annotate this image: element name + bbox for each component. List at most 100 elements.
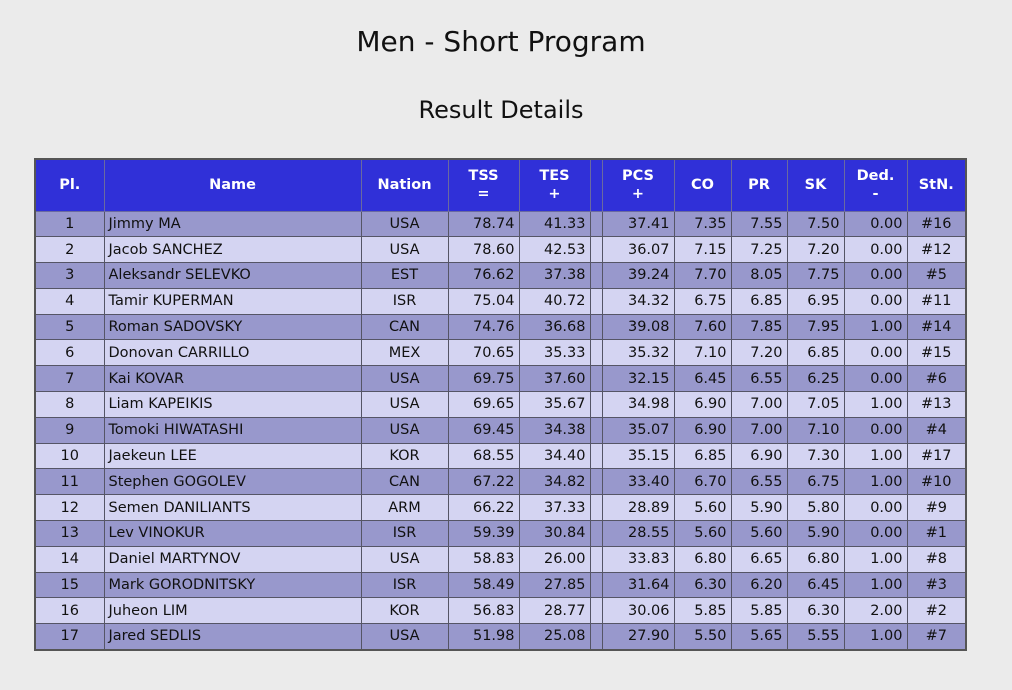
header-pl: Pl. [34, 158, 105, 212]
header-ded: Ded. - [843, 158, 908, 212]
cell-stn: #1 [906, 520, 967, 547]
cell-tes: 40.72 [518, 287, 591, 315]
cell-tes: 42.53 [518, 236, 591, 264]
table-row: 16 Juheon LIM KOR 56.83 28.77 30.06 5.85 5.85 6.… [34, 597, 967, 625]
cell-tss: 78.74 [447, 210, 520, 238]
table-row: 10 Jaekeun LEE KOR 68.55 34.40 35.15 6.85 6.90 7… [34, 442, 967, 470]
cell-co: 7.35 [673, 210, 732, 238]
cell-tss: 76.62 [447, 262, 520, 289]
cell-tes: 41.33 [518, 210, 591, 238]
cell-sk: 7.75 [786, 262, 845, 289]
cell-spacer [589, 313, 603, 341]
cell-tes: 27.85 [518, 571, 591, 599]
table-row: 17 Jared SEDLIS USA 51.98 25.08 27.90 5.50 5.65… [34, 623, 967, 651]
header-nation: Nation [360, 158, 449, 212]
cell-tss: 59.39 [447, 520, 520, 547]
cell-co: 6.90 [673, 416, 732, 444]
page-title: Men - Short Program [356, 25, 646, 58]
cell-pcs: 32.15 [601, 365, 675, 393]
cell-co: 7.10 [673, 339, 732, 367]
header-tss: TSS = [447, 158, 520, 212]
cell-tss: 58.49 [447, 571, 520, 599]
cell-pcs: 33.40 [601, 468, 675, 496]
cell-tes: 26.00 [518, 545, 591, 573]
cell-name: Juheon LIM [103, 597, 362, 625]
cell-spacer [589, 442, 603, 470]
cell-co: 7.70 [673, 262, 732, 289]
cell-pl: 11 [34, 468, 105, 496]
header-sk: SK [786, 158, 845, 212]
cell-pr: 5.85 [730, 597, 788, 625]
table-row: 5 Roman SADOVSKY CAN 74.76 36.68 39.08 7.60 7.8… [34, 313, 967, 341]
cell-sk: 7.30 [786, 442, 845, 470]
cell-spacer [589, 494, 603, 522]
cell-name: Lev VINOKUR [103, 520, 362, 547]
cell-stn: #16 [906, 210, 967, 238]
cell-nation: KOR [360, 597, 449, 625]
cell-tes: 34.82 [518, 468, 591, 496]
cell-pr: 6.55 [730, 365, 788, 393]
cell-ded: 2.00 [843, 597, 908, 625]
table-row: 1 Jimmy MA USA 78.74 41.33 37.41 7.35 7.55 7.50 0… [34, 210, 967, 238]
cell-ded: 0.00 [843, 210, 908, 238]
cell-pl: 16 [34, 597, 105, 625]
table-row: 7 Kai KOVAR USA 69.75 37.60 32.15 6.45 6.55 6.25… [34, 365, 967, 393]
header-tss-symbol: = [477, 186, 490, 203]
table-row: 13 Lev VINOKUR ISR 59.39 30.84 28.55 5.60 5.60 5… [34, 520, 967, 547]
cell-sk: 7.95 [786, 313, 845, 341]
cell-spacer [589, 571, 603, 599]
cell-name: Mark GORODNITSKY [103, 571, 362, 599]
cell-nation: USA [360, 236, 449, 264]
cell-nation: EST [360, 262, 449, 289]
table-row: 9 Tomoki HIWATASHI USA 69.45 34.38 35.07 6.90 7… [34, 416, 967, 444]
cell-stn: #7 [906, 623, 967, 651]
header-pr: PR [730, 158, 788, 212]
table-row: 14 Daniel MARTYNOV USA 58.83 26.00 33.83 6.80 6… [34, 545, 967, 573]
cell-co: 6.85 [673, 442, 732, 470]
cell-pr: 7.85 [730, 313, 788, 341]
cell-tes: 35.67 [518, 391, 591, 418]
cell-sk: 6.80 [786, 545, 845, 573]
cell-pr: 6.85 [730, 287, 788, 315]
cell-pcs: 35.15 [601, 442, 675, 470]
cell-pl: 2 [34, 236, 105, 264]
cell-stn: #14 [906, 313, 967, 341]
cell-spacer [589, 468, 603, 496]
cell-pr: 6.20 [730, 571, 788, 599]
cell-sk: 7.20 [786, 236, 845, 264]
header-pcs-label: PCS [622, 168, 654, 185]
cell-spacer [589, 210, 603, 238]
cell-co: 6.75 [673, 287, 732, 315]
cell-ded: 1.00 [843, 623, 908, 651]
cell-pr: 7.00 [730, 416, 788, 444]
header-pcs: PCS + [601, 158, 675, 212]
cell-nation: CAN [360, 313, 449, 341]
table-row: 6 Donovan CARRILLO MEX 70.65 35.33 35.32 7.10 7… [34, 339, 967, 367]
cell-stn: #2 [906, 597, 967, 625]
cell-spacer [589, 339, 603, 367]
cell-ded: 0.00 [843, 287, 908, 315]
cell-sk: 6.30 [786, 597, 845, 625]
cell-co: 6.30 [673, 571, 732, 599]
results-table: Pl. Name Nation TSS = TES + PCS + CO PR [34, 158, 967, 651]
cell-ded: 0.00 [843, 494, 908, 522]
cell-pcs: 37.41 [601, 210, 675, 238]
cell-stn: #6 [906, 365, 967, 393]
cell-pl: 9 [34, 416, 105, 444]
header-ded-label: Ded. [856, 168, 895, 185]
cell-pcs: 33.83 [601, 545, 675, 573]
cell-co: 5.85 [673, 597, 732, 625]
table-row: 3 Aleksandr SELEVKO EST 76.62 37.38 39.24 7.70… [34, 262, 967, 289]
cell-ded: 0.00 [843, 339, 908, 367]
cell-name: Tomoki HIWATASHI [103, 416, 362, 444]
header-name: Name [103, 158, 362, 212]
cell-pr: 5.60 [730, 520, 788, 547]
cell-pcs: 39.24 [601, 262, 675, 289]
cell-tss: 78.60 [447, 236, 520, 264]
cell-stn: #3 [906, 571, 967, 599]
cell-tes: 37.33 [518, 494, 591, 522]
cell-spacer [589, 365, 603, 393]
cell-pr: 7.55 [730, 210, 788, 238]
cell-sk: 7.50 [786, 210, 845, 238]
cell-stn: #12 [906, 236, 967, 264]
